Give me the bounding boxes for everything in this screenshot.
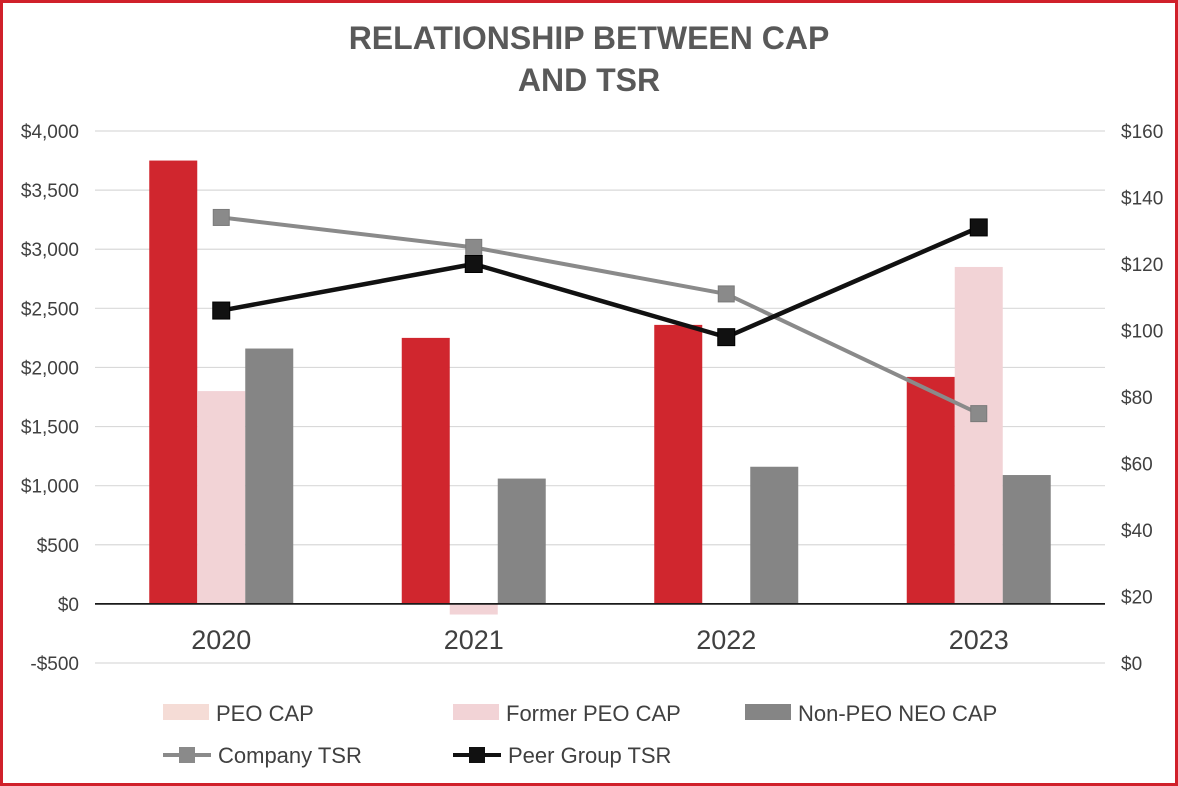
legend-label: Company TSR <box>218 743 362 768</box>
bar <box>497 478 546 604</box>
bar <box>245 348 294 604</box>
bars <box>149 160 1051 615</box>
legend-label: Peer Group TSR <box>508 743 671 768</box>
legend-marker <box>179 747 195 763</box>
right-axis-tick-label: $20 <box>1121 588 1153 609</box>
line-marker <box>717 285 735 303</box>
right-axis-tick-label: $160 <box>1121 122 1163 143</box>
line-marker <box>717 328 736 347</box>
bar <box>654 324 703 604</box>
legend-marker <box>469 747 485 763</box>
chart-canvas: RELATIONSHIP BETWEEN CAP AND TSR -$500 $0… <box>21 20 1163 768</box>
line-marker <box>969 218 988 237</box>
bar <box>954 266 1003 604</box>
legend-swatch <box>745 704 791 720</box>
bar <box>449 603 498 615</box>
line-marker <box>970 405 988 423</box>
line-marker <box>212 208 230 226</box>
right-axis-ticks: $0 $20 $40 $60 $80 $100 $120 $140 $160 <box>1121 122 1163 675</box>
left-axis-tick-label: -$500 <box>30 654 79 675</box>
chart-title-line-2: AND TSR <box>518 62 660 98</box>
legend-label: Former PEO CAP <box>506 701 681 726</box>
line-series <box>221 215 980 416</box>
left-axis-tick-label: $3,000 <box>21 240 79 261</box>
line-marker <box>464 255 483 273</box>
left-axis-tick-label: $1,500 <box>21 418 79 439</box>
legend-swatch <box>163 704 209 720</box>
right-axis-tick-label: $80 <box>1121 388 1153 409</box>
right-axis-tick-label: $140 <box>1121 189 1163 210</box>
category-label: 2022 <box>696 625 756 655</box>
left-axis-tick-label: $500 <box>37 536 79 557</box>
category-label: 2020 <box>191 625 251 655</box>
bar <box>750 466 799 604</box>
line-marker <box>465 238 483 256</box>
right-axis-tick-label: $40 <box>1121 521 1153 542</box>
category-labels: 2020 2021 2022 2023 <box>191 625 1009 655</box>
tsr-lines <box>212 208 988 423</box>
bar <box>906 376 955 604</box>
legend-label: Non-PEO NEO CAP <box>798 701 997 726</box>
left-axis-tick-label: $1,000 <box>21 477 79 498</box>
category-label: 2023 <box>949 625 1009 655</box>
legend-label: PEO CAP <box>216 701 314 726</box>
left-axis-tick-label: $4,000 <box>21 122 79 143</box>
bar <box>149 160 198 604</box>
line-series <box>220 225 980 340</box>
left-axis-tick-label: $0 <box>58 595 79 616</box>
left-axis-tick-label: $3,500 <box>21 181 79 202</box>
bar <box>197 391 246 604</box>
bar <box>401 337 450 604</box>
legend-swatch <box>453 704 499 720</box>
right-axis-tick-label: $0 <box>1121 654 1142 675</box>
left-axis-tick-label: $2,000 <box>21 358 79 379</box>
line-marker <box>212 301 231 320</box>
right-axis-tick-label: $100 <box>1121 322 1163 343</box>
bar <box>1002 475 1051 604</box>
right-axis-tick-label: $120 <box>1121 255 1163 276</box>
left-axis-tick-label: $2,500 <box>21 299 79 320</box>
chart-title-line-1: RELATIONSHIP BETWEEN CAP <box>349 20 830 56</box>
legend: PEO CAP Former PEO CAP Non-PEO NEO CAP Comp… <box>163 701 997 768</box>
left-axis-ticks: -$500 $0 $500 $1,000 $1,500 $2,000 $2,500 $3,00… <box>21 122 79 675</box>
chart-title: RELATIONSHIP BETWEEN CAP AND TSR <box>349 20 830 98</box>
category-label: 2021 <box>444 625 504 655</box>
right-axis-tick-label: $60 <box>1121 455 1153 476</box>
